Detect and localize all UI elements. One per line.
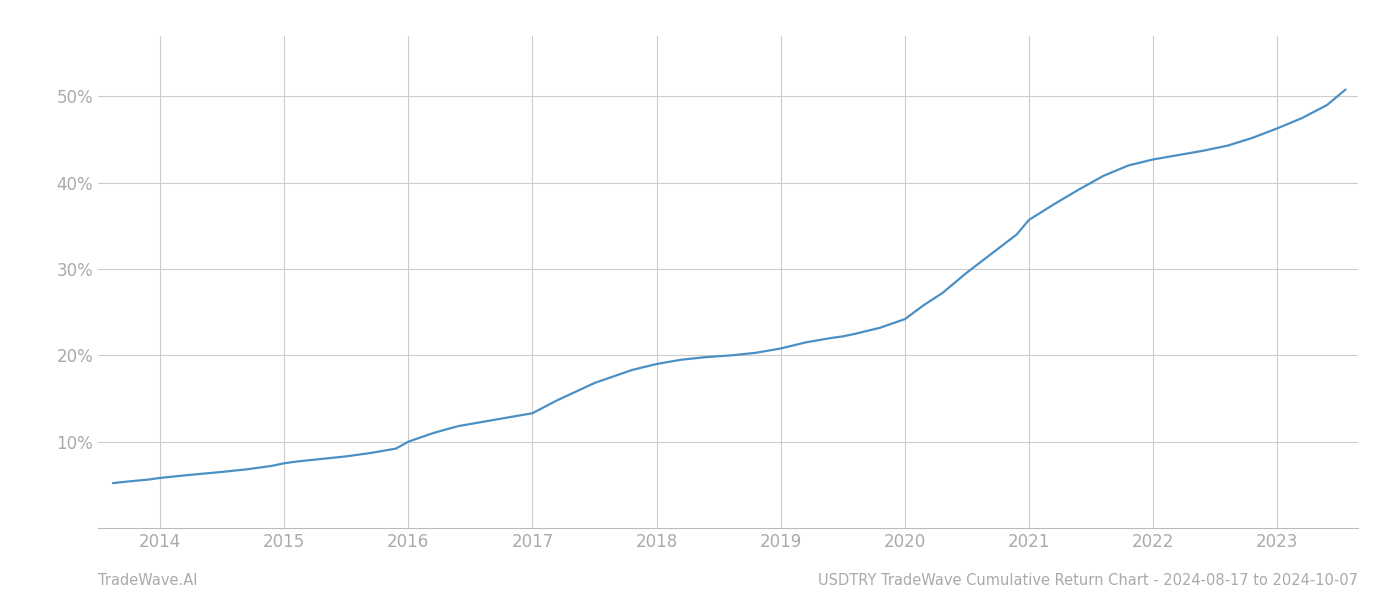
Text: TradeWave.AI: TradeWave.AI (98, 573, 197, 588)
Text: USDTRY TradeWave Cumulative Return Chart - 2024-08-17 to 2024-10-07: USDTRY TradeWave Cumulative Return Chart… (818, 573, 1358, 588)
